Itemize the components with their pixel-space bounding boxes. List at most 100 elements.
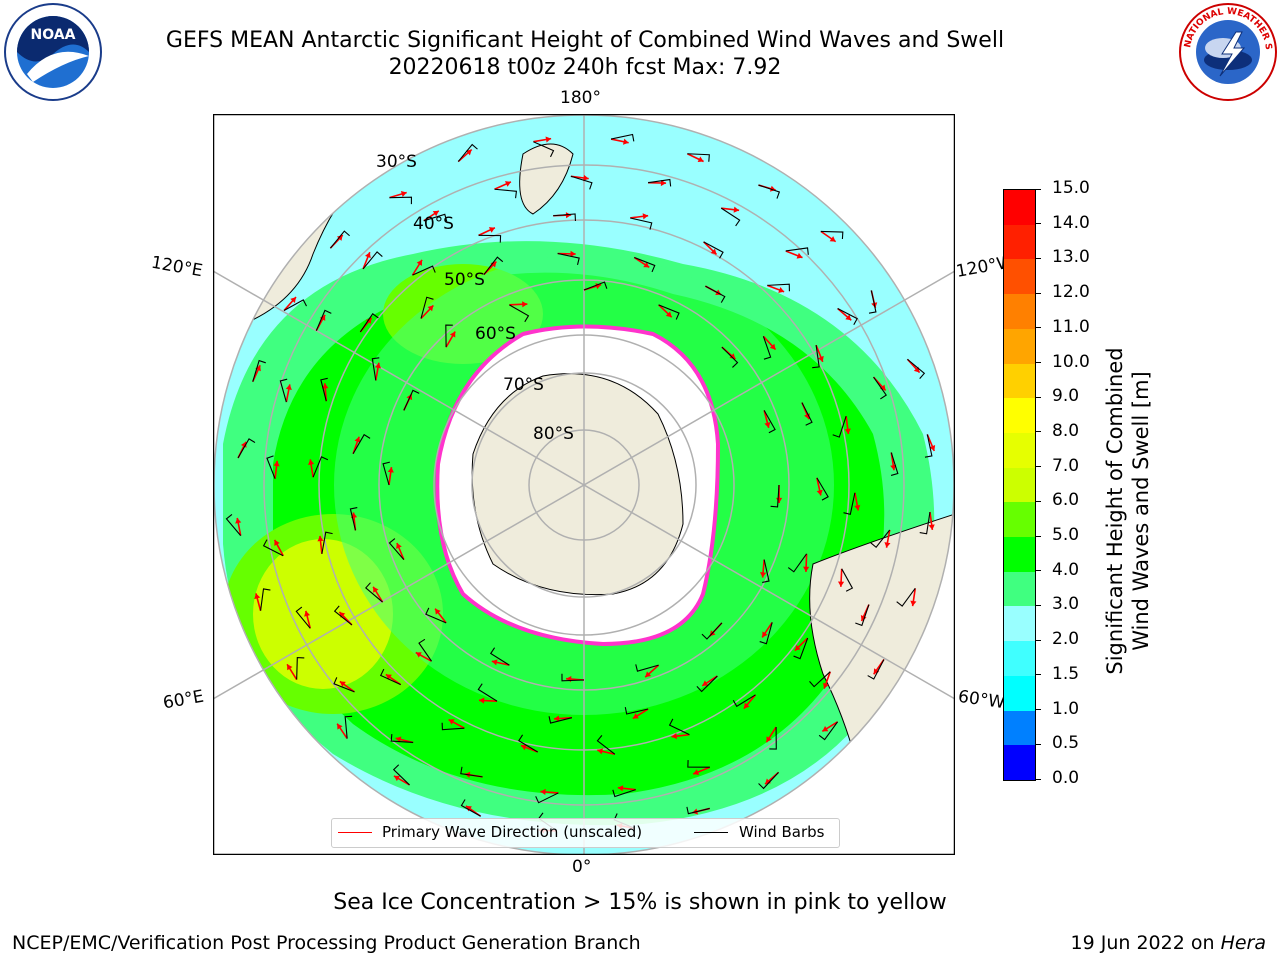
footer-credit: NCEP/EMC/Verification Post Processing Pr…	[12, 932, 641, 954]
colorbar-tick-mark	[1035, 570, 1041, 572]
colorbar-segment	[1004, 432, 1035, 468]
wave-arrow-head	[764, 422, 771, 428]
wave-arrow-head	[759, 572, 767, 578]
wave-arrow-head	[319, 314, 326, 321]
wave-arrow-head	[491, 659, 498, 666]
wind-barb	[647, 178, 672, 187]
wave-arrow-head	[365, 317, 372, 324]
colorbar-tick-label: 11.0	[1052, 316, 1090, 337]
wave-arrow-head	[432, 210, 439, 217]
wind-barb	[867, 659, 885, 680]
legend-barb-label: Wind Barbs	[739, 823, 825, 841]
wave-arrow-head	[816, 489, 823, 496]
wave-arrow-head	[928, 524, 935, 530]
wave-arrow-head	[374, 362, 382, 369]
wind-barb	[379, 668, 401, 686]
wave-arrow-head	[632, 713, 639, 719]
wave-arrow-head	[287, 664, 293, 671]
colorbar-tick-mark	[1035, 709, 1041, 711]
wind-barb	[561, 673, 585, 682]
wind-barb	[365, 582, 383, 603]
wave-arrow-head	[645, 671, 652, 678]
wind-barb	[630, 217, 653, 230]
wind-barb	[483, 256, 504, 275]
wave-arrow-head	[597, 748, 603, 755]
wind-barb	[635, 664, 659, 672]
wind-barb	[460, 799, 481, 817]
wave-arrow-head	[449, 331, 456, 338]
wave-arrow-head	[794, 644, 801, 651]
wind-barb	[610, 133, 635, 142]
wind-barb	[295, 606, 311, 629]
wave-arrow-head	[643, 261, 650, 268]
wave-arrow-head	[522, 301, 528, 308]
wave-arrow-head	[336, 235, 343, 241]
wind-barb	[460, 766, 483, 778]
colorbar-segment	[1004, 328, 1035, 364]
noaa-logo-icon: NOAA	[4, 3, 102, 101]
wave-arrow-head	[671, 733, 678, 740]
chart-title: GEFS MEAN Antarctic Significant Height o…	[165, 28, 1005, 53]
wind-barb	[352, 433, 371, 454]
wind-barb	[596, 735, 616, 755]
wave-arrow-head	[929, 445, 936, 451]
wave-arrow-head	[665, 311, 672, 318]
wind-barb	[686, 806, 710, 815]
wind-barb	[382, 461, 390, 486]
wind-barb	[320, 377, 328, 402]
wave-arrow-head	[884, 542, 891, 548]
colorbar-segment	[1004, 571, 1035, 607]
wave-arrow-head	[435, 608, 441, 615]
wave-arrow-head	[339, 681, 346, 687]
wind-barb	[403, 389, 420, 411]
wave-arrow-head	[337, 723, 343, 730]
lat-label-40s: 40°S	[413, 214, 454, 234]
colorbar-tick-label: 0.5	[1052, 733, 1080, 754]
wave-arrow-head	[354, 436, 361, 443]
wave-arrow-head	[710, 248, 717, 255]
lat-label-80s: 80°S	[533, 424, 574, 444]
colorbar-segment	[1004, 641, 1035, 676]
colorbar-segment	[1004, 745, 1035, 780]
wind-barb	[801, 402, 813, 426]
colorbar-tick-mark	[1035, 327, 1041, 329]
map-legend: Primary Wave Direction (unscaled) Wind B…	[331, 818, 840, 848]
wind-barb	[896, 588, 916, 607]
wave-arrow-head	[448, 719, 455, 725]
wind-barb-swatch	[694, 832, 728, 833]
lat-label-60s: 60°S	[475, 324, 516, 344]
wave-arrow-head	[845, 314, 852, 321]
wind-barb	[237, 438, 256, 459]
wave-arrow-head	[540, 788, 546, 796]
colorbar-tick-mark	[1035, 431, 1041, 433]
wind-barb	[533, 141, 555, 158]
colorbar-segment	[1004, 710, 1035, 746]
wind-barb	[445, 324, 453, 348]
colorbar-tick-mark	[1035, 535, 1041, 537]
new-zealand-land	[519, 143, 574, 215]
polar-map	[213, 114, 955, 855]
wind-barb	[329, 230, 350, 249]
wind-barb	[907, 358, 926, 379]
wind-barb	[732, 694, 756, 708]
wave-direction-swatch	[338, 832, 372, 833]
wind-barb	[518, 734, 539, 753]
wave-arrow-head	[693, 769, 700, 775]
wave-arrow-head	[860, 615, 867, 622]
colorbar-segment	[1004, 398, 1035, 433]
wind-barb	[535, 792, 559, 804]
colorbar-tick-label: 9.0	[1052, 386, 1080, 407]
wind-barb	[812, 345, 820, 369]
colorbar-tick-label: 12.0	[1052, 282, 1090, 303]
wind-barb	[705, 285, 726, 303]
wind-barb	[553, 213, 577, 221]
lon-label-60e: 60°E	[161, 686, 206, 714]
wind-barb	[420, 296, 434, 319]
wind-barb	[260, 588, 271, 611]
colorbar-tick-mark	[1035, 743, 1041, 745]
wave-arrow-head	[565, 212, 572, 219]
colorbar-tick-label: 7.0	[1052, 455, 1080, 476]
wind-barb	[333, 605, 353, 626]
wave-arrow-head	[822, 682, 829, 689]
wind-barb	[418, 638, 432, 662]
